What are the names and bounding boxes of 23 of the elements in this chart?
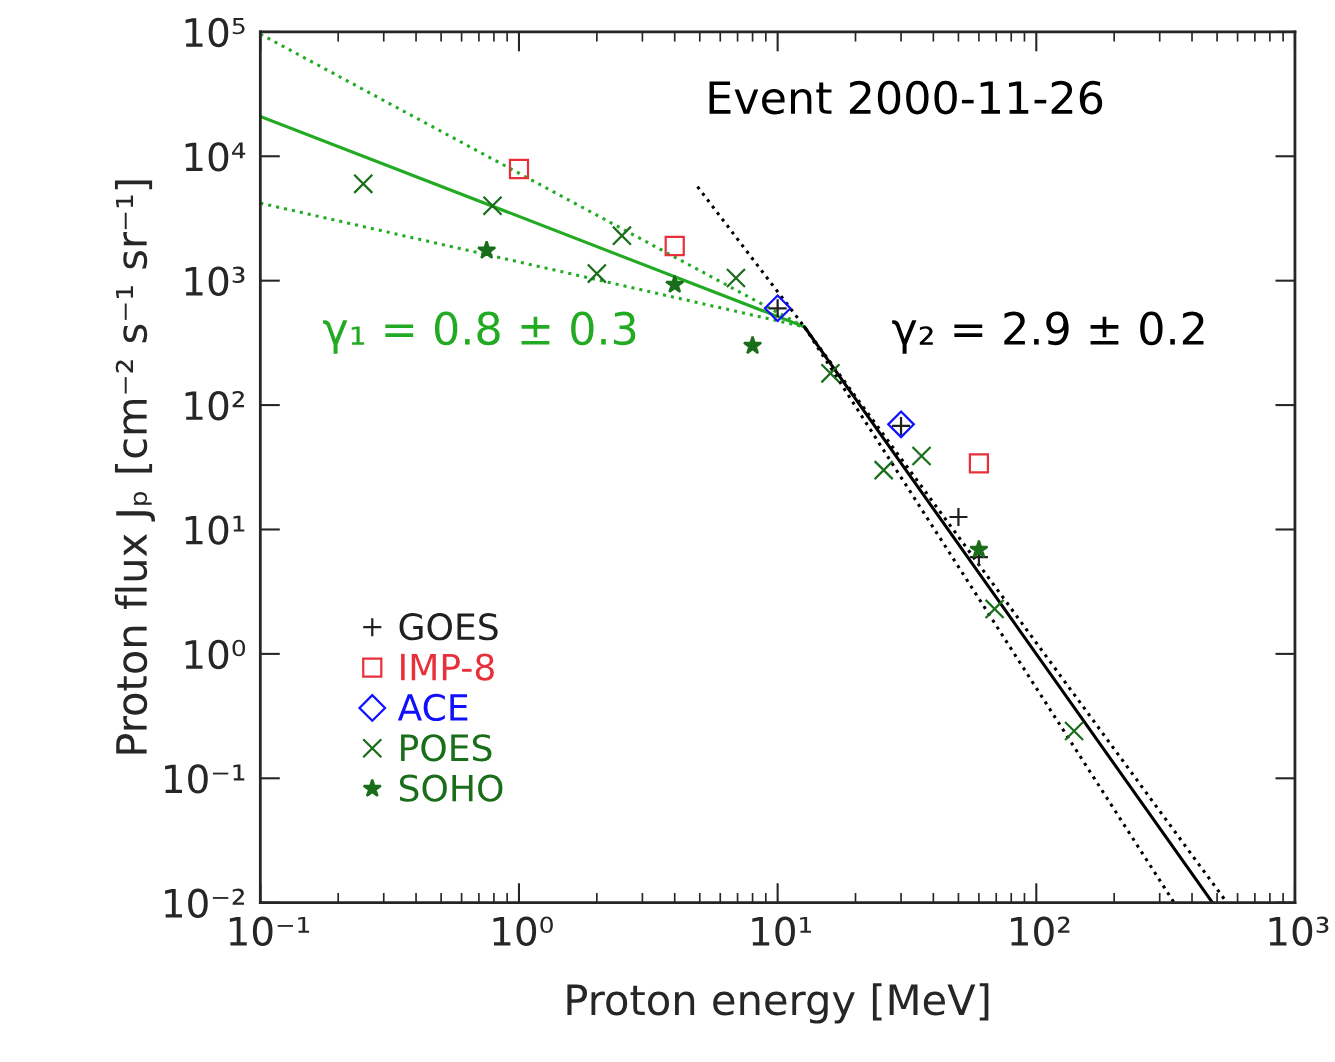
y-tick-label: 10⁵ xyxy=(185,17,245,48)
y-tick-label: 10³ xyxy=(185,266,245,296)
y-tick-label: 10⁻¹ xyxy=(165,764,245,794)
y-axis-title: Proton flux Jₚ [cm⁻² s⁻¹ sr⁻¹] xyxy=(114,180,155,754)
y-tick-label: 10⁻² xyxy=(165,888,244,919)
legend-label: ACE xyxy=(397,693,468,722)
x-axis-title: Proton energy [MeV] xyxy=(567,983,989,1024)
y-tick-label: 10¹ xyxy=(185,515,245,545)
x-tick-label: 10³ xyxy=(1269,916,1329,946)
legend-label: SOHO xyxy=(399,774,503,802)
annotation: Event 2000-11-26 xyxy=(709,80,1103,115)
x-tick-label: 10² xyxy=(1011,916,1070,946)
x-tick-label: 10¹ xyxy=(752,916,811,946)
legend-label: POES xyxy=(401,734,492,762)
y-tick-label: 10⁴ xyxy=(185,142,246,172)
x-tick-label: 10⁻¹ xyxy=(229,916,310,946)
y-tick-label: 10² xyxy=(185,390,244,421)
legend-label: GOES xyxy=(399,613,498,641)
legend-label: IMP-8 xyxy=(401,653,494,681)
y-tick-label: 10⁰ xyxy=(185,639,246,670)
x-tick-label: 10⁰ xyxy=(493,916,553,946)
annotation: γ₂ = 2.9 ± 0.2 xyxy=(892,311,1204,354)
annotation: γ₁ = 0.8 ± 0.3 xyxy=(323,311,636,354)
